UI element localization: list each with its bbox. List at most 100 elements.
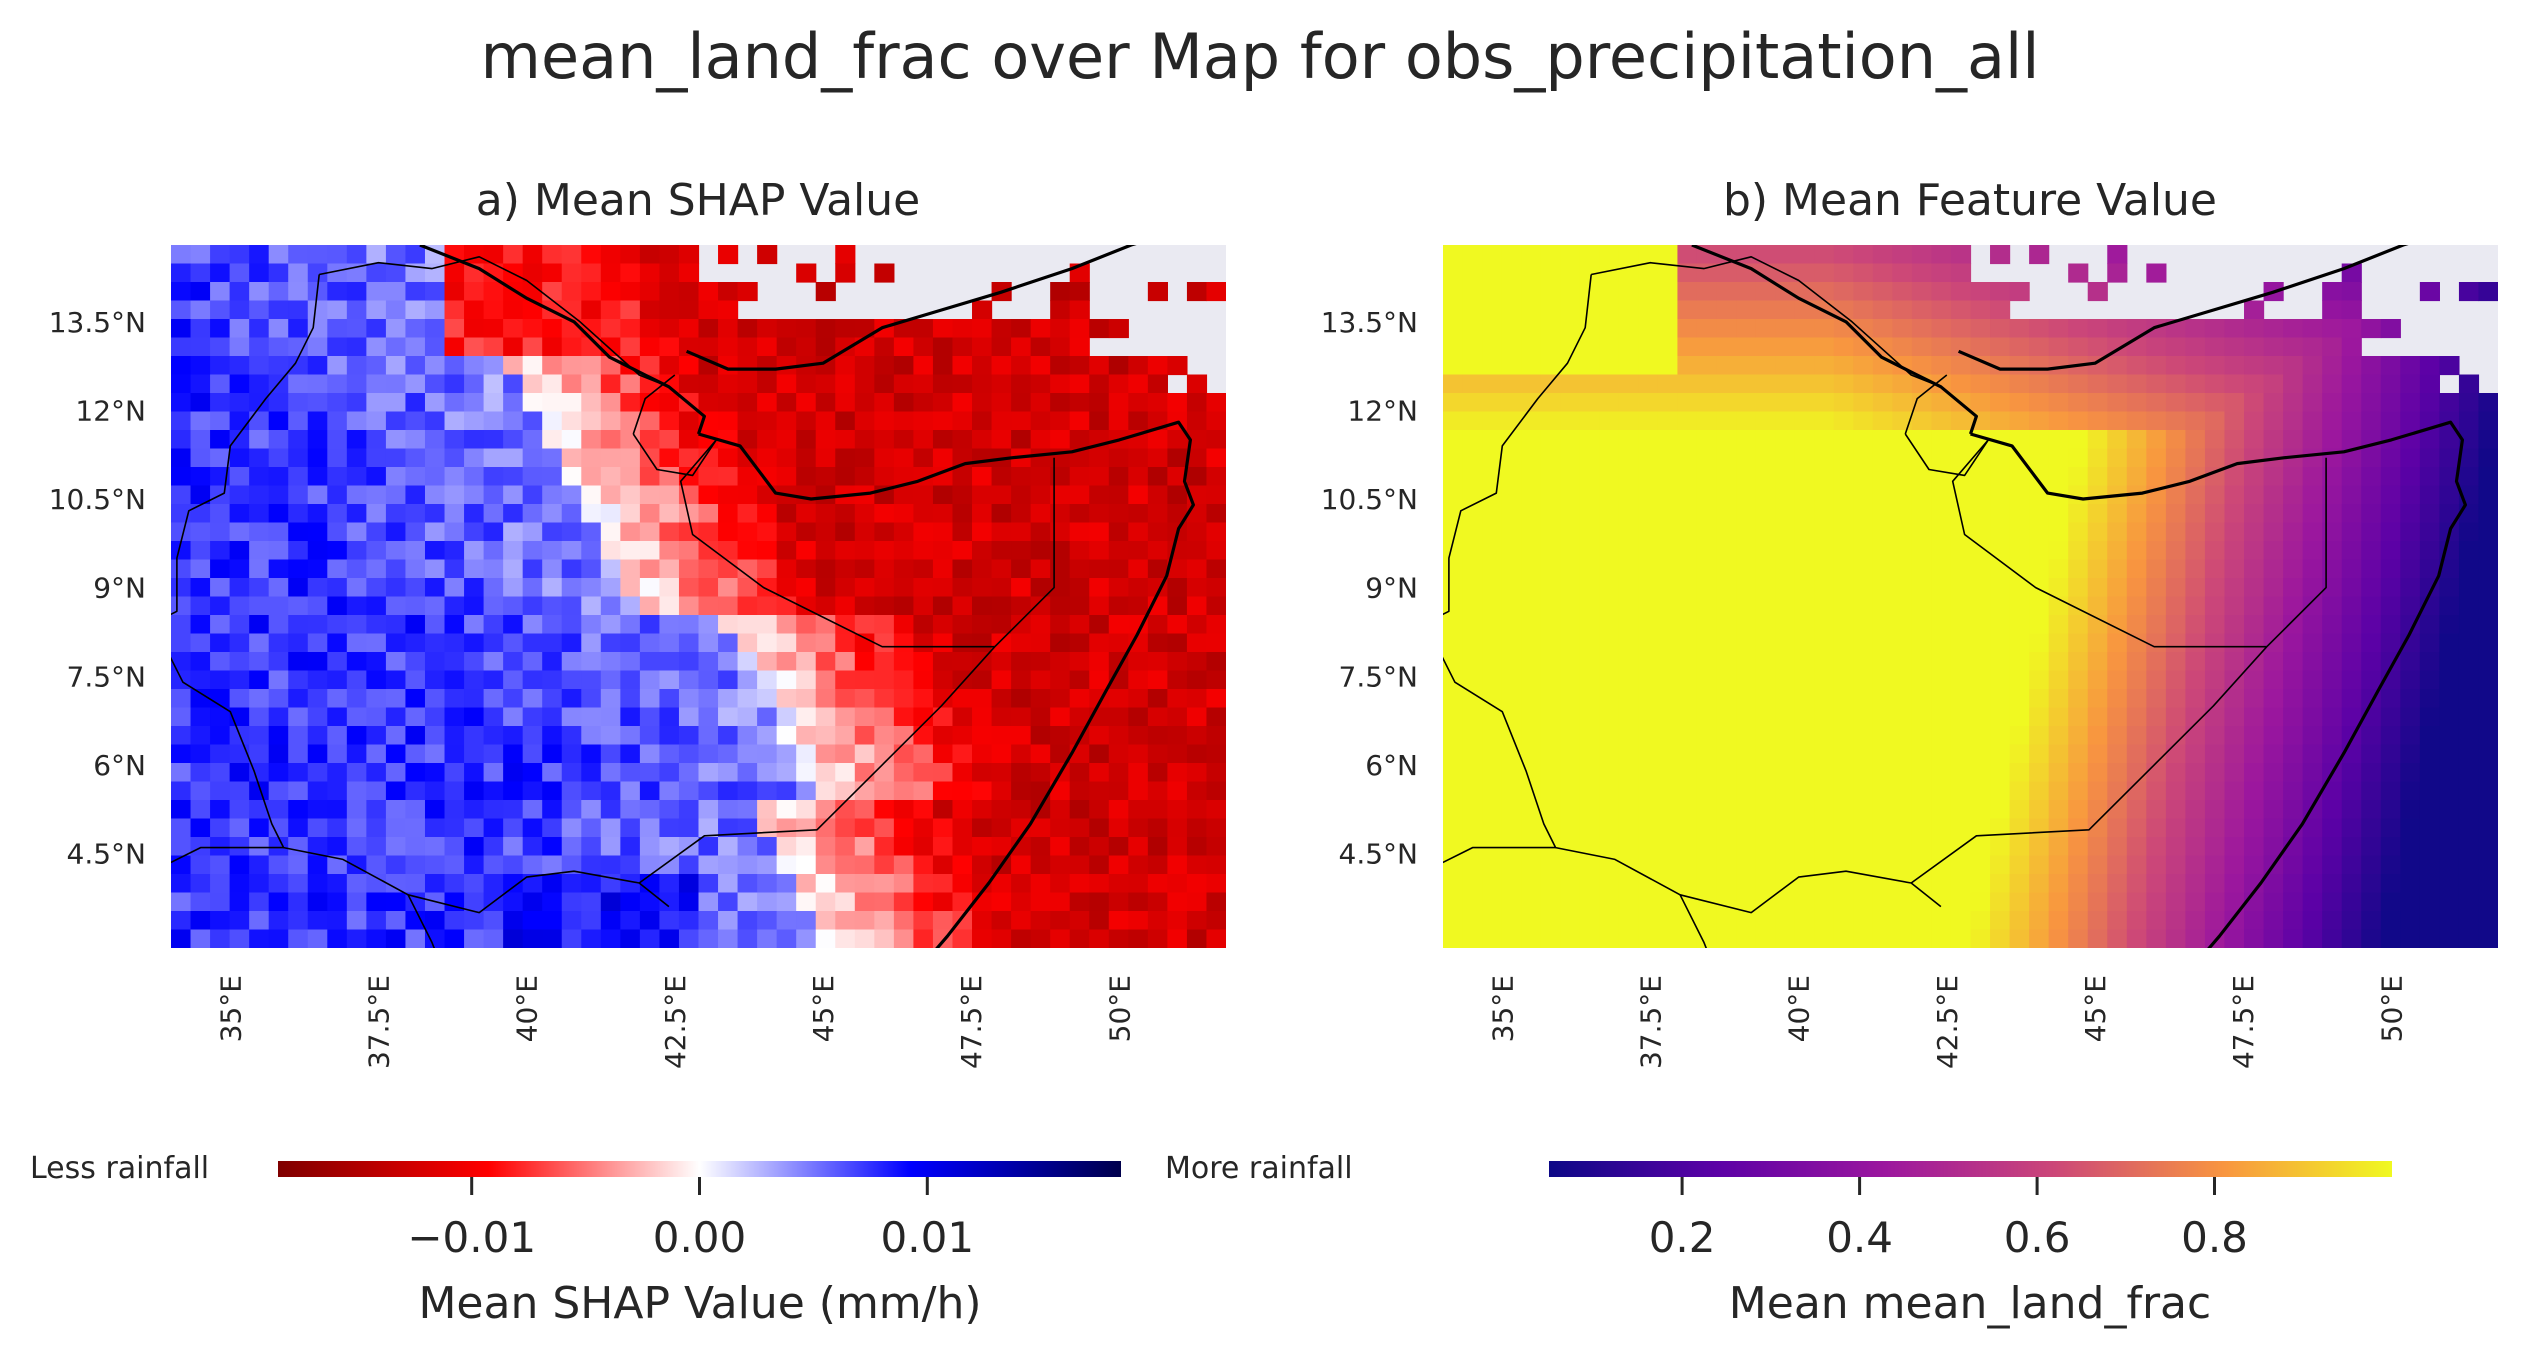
feature-cell [2146,467,2167,487]
shap-cell [1050,707,1071,727]
feature-cell [2087,726,2108,746]
shap-cell [171,874,192,894]
feature-cell [1950,374,1972,394]
shap-cell [815,430,836,450]
shap-cell [249,467,270,487]
country-borders-a [171,245,1196,948]
shap-cell [483,763,504,783]
feature-cell [2009,504,2030,524]
feature-cell [1677,763,1698,783]
feature-cell [1638,818,1659,838]
shap-cell [600,319,621,339]
feature-cell [2380,929,2401,948]
feature-cell [1521,319,1542,339]
feature-cell [2107,652,2128,672]
shap-cell [1069,800,1090,820]
shap-cell [444,800,465,820]
feature-cell [1833,689,1854,709]
shap-cell [288,911,309,931]
shap-cell [171,374,192,394]
shap-cell [1030,319,1051,339]
feature-cell [2361,652,2382,672]
shap-cell [268,781,289,801]
shap-cell [874,837,895,857]
shap-cell [972,467,993,487]
shap-cell [249,874,270,894]
feature-cell [2087,596,2108,616]
feature-cell [2146,633,2167,653]
shap-cell [522,800,543,820]
feature-cell [2068,430,2089,450]
feature-cell [2458,911,2480,931]
shap-cell [561,763,582,783]
feature-cell [2458,892,2480,912]
shap-cell [600,485,621,505]
shap-cell [678,504,700,524]
feature-cell [1872,689,1893,709]
feature-cell [2263,763,2284,783]
feature-cell [2400,356,2421,376]
shap-cell [424,467,446,487]
feature-cell [2204,689,2226,709]
shap-cell [757,633,778,653]
feature-cell [1579,319,1600,339]
feature-cell [1814,430,1835,450]
feature-cell [1501,800,1522,820]
feature-cell [2419,504,2440,524]
feature-cell [1462,541,1483,561]
shap-cell [1089,837,1110,857]
feature-cell [2107,430,2128,450]
shap-cell [327,448,348,468]
shap-cell [288,726,309,746]
feature-cell [2302,374,2323,394]
shap-cell [1167,855,1188,875]
feature-cell [2224,411,2245,431]
feature-cell [2224,818,2245,838]
feature-cell [1853,393,1874,413]
feature-cell [2380,911,2401,931]
feature-cell [1931,633,1952,653]
feature-cell [1696,578,1718,598]
shap-cell [600,633,621,653]
shap-cell [385,707,407,727]
shap-cell [561,652,582,672]
feature-cell [1696,337,1718,357]
feature-cell [1833,855,1854,875]
feature-cell [1716,892,1737,912]
shap-cell [737,578,758,598]
shap-cell [464,689,485,709]
feature-cell [1462,707,1483,727]
shap-cell [229,430,250,450]
border-arabia [1957,245,2409,371]
feature-colorbar: 0.2 0.4 0.6 0.8 Mean mean_land_frac [1549,1161,2392,1329]
feature-cell [2165,578,2187,598]
shap-cell [659,596,680,616]
shap-cell [424,411,446,431]
shap-cell [542,744,563,764]
feature-cell [1657,485,1679,505]
feature-cell [2341,393,2362,413]
shap-cell [366,800,387,820]
shap-cell [1128,763,1149,783]
feature-cell [1579,448,1600,468]
shap-cell [503,467,524,487]
feature-cell [2322,430,2343,450]
feature-cell [2126,411,2147,431]
shap-cell [776,929,797,948]
feature-cell [2048,744,2069,764]
shap-cell [718,374,739,394]
shap-cell [405,781,426,801]
shap-cell [698,448,719,468]
feature-cell [1696,559,1718,579]
feature-cell [1560,800,1581,820]
shap-cell [249,911,270,931]
feature-cell [2009,800,2030,820]
feature-cell [1501,263,1522,283]
shap-cell [796,319,817,339]
shap-cell [503,356,524,376]
shap-cell [464,282,485,302]
shap-cell [171,726,192,746]
feature-cell [1657,504,1679,524]
feature-cell [1931,485,1952,505]
shap-cell [581,929,602,948]
